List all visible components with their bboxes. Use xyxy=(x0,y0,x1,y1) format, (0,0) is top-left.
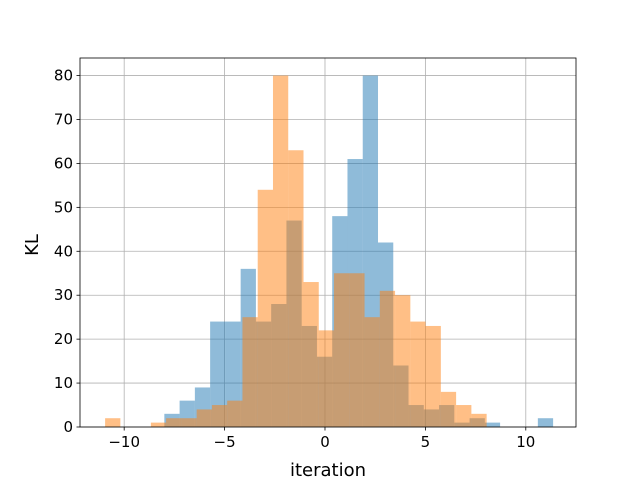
x-tick-label: 5 xyxy=(421,433,431,451)
histogram-bar-series-2 xyxy=(211,405,228,427)
histogram-bar-series-1 xyxy=(484,422,501,427)
axis-ticks: −10 −5 0 5 10 0 10 20 30 40 50 60 70 80 xyxy=(54,67,535,451)
y-tick-label: 20 xyxy=(54,330,73,348)
histogram-bar-series-1 xyxy=(537,418,554,427)
x-axis-label: iteration xyxy=(290,460,366,480)
histogram-bar-series-2 xyxy=(425,325,441,427)
x-tick-label: 0 xyxy=(320,433,330,451)
histogram-bar-series-2 xyxy=(227,400,243,427)
histogram-bar-series-2 xyxy=(303,282,319,427)
histogram-bar-series-2 xyxy=(257,189,273,427)
histogram-bar-series-1 xyxy=(210,321,226,427)
y-axis-label: KL xyxy=(22,234,43,256)
histogram-bar-series-2 xyxy=(196,409,212,427)
y-tick-label: 0 xyxy=(63,418,73,436)
histogram-bar-series-2 xyxy=(272,75,289,428)
histogram-bar-series-2 xyxy=(181,418,197,427)
histogram-bar-series-2 xyxy=(364,317,380,427)
histogram-bar-series-2 xyxy=(318,330,335,427)
histogram-bar-series-2 xyxy=(471,413,487,427)
histogram-bar-series-2 xyxy=(166,418,182,427)
y-tick-label: 50 xyxy=(54,198,73,216)
histogram-bars xyxy=(105,75,554,428)
histogram-bar-series-2 xyxy=(395,295,411,427)
histogram-bar-series-2 xyxy=(242,317,258,427)
histogram-bar-series-2 xyxy=(288,150,304,427)
y-tick-label: 30 xyxy=(54,286,73,304)
histogram-bar-series-2 xyxy=(349,273,365,427)
y-tick-label: 10 xyxy=(54,374,73,392)
histogram-bar-series-2 xyxy=(456,405,472,427)
histogram-bar-series-2 xyxy=(440,391,457,427)
y-tick-label: 60 xyxy=(54,154,73,172)
x-tick-label: −5 xyxy=(214,433,236,451)
y-tick-label: 40 xyxy=(54,242,73,260)
x-tick-label: −10 xyxy=(108,433,140,451)
histogram-bar-series-2 xyxy=(410,321,426,427)
histogram-bar-series-2 xyxy=(334,273,350,427)
histogram-bar-series-2 xyxy=(379,290,396,427)
histogram-bar-series-2 xyxy=(105,418,121,427)
y-tick-label: 70 xyxy=(54,111,73,129)
y-tick-label: 80 xyxy=(54,67,73,85)
histogram-bar-series-2 xyxy=(150,422,167,427)
x-tick-label: 10 xyxy=(516,433,535,451)
plot-frame xyxy=(79,57,577,428)
